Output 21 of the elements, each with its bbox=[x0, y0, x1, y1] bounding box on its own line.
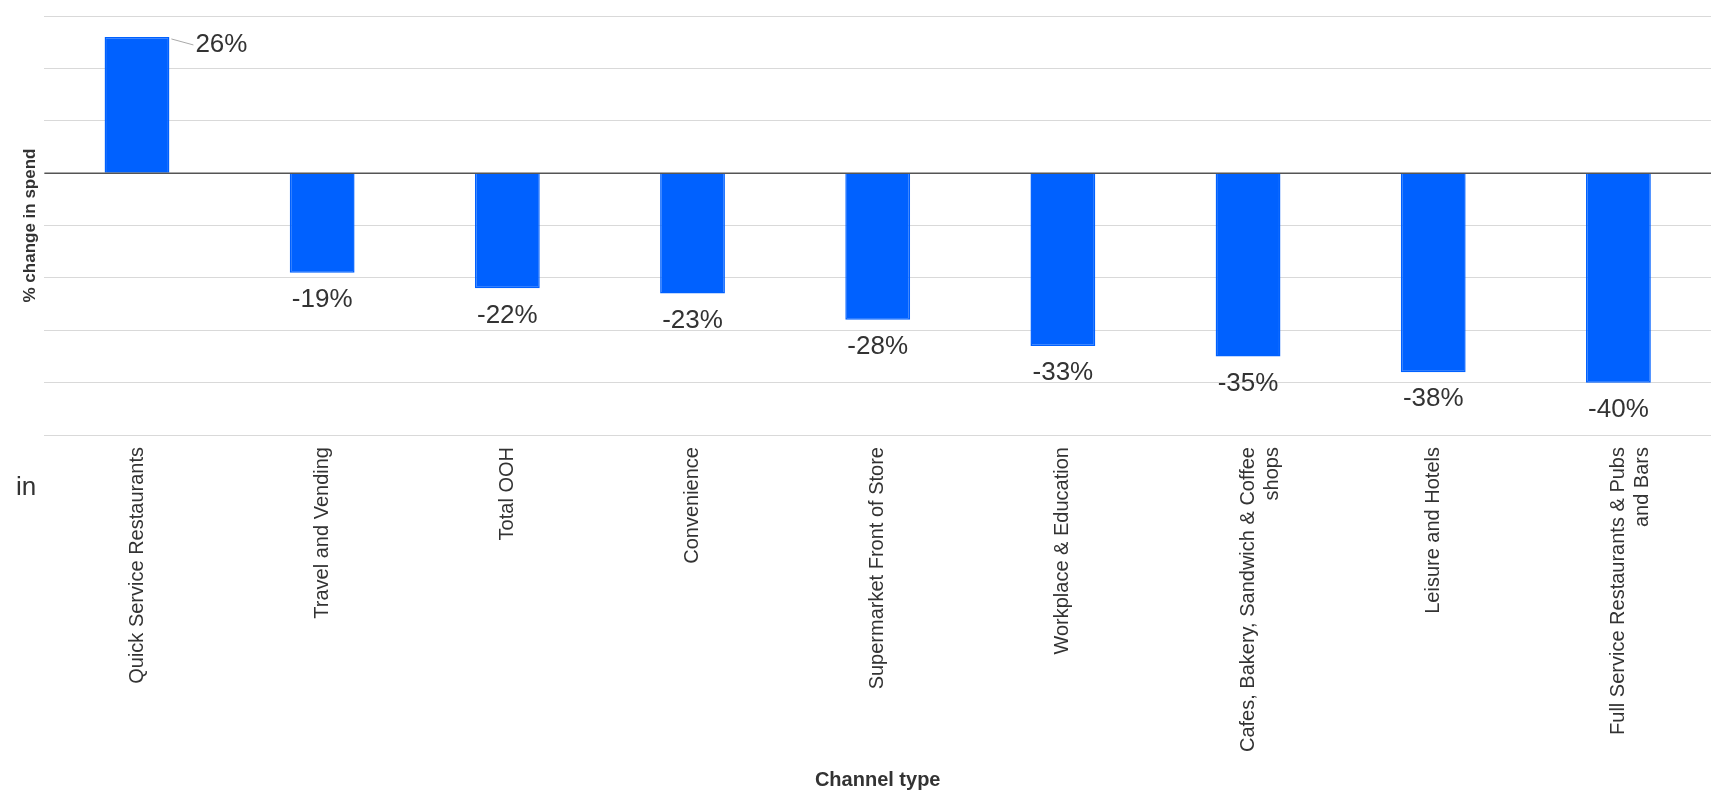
data-label: -38% bbox=[1402, 382, 1464, 413]
x-tick-label: Quick Service Restaurants bbox=[124, 447, 147, 684]
x-tick-label: Supermarket Front of Store bbox=[865, 447, 888, 690]
data-label: -22% bbox=[476, 298, 538, 329]
data-label: -23% bbox=[662, 303, 723, 334]
x-tick-label: Travel and Vending bbox=[309, 447, 332, 619]
data-label: -28% bbox=[847, 329, 909, 360]
data-label: -19% bbox=[291, 282, 353, 313]
data-label: -33% bbox=[1032, 356, 1094, 387]
x-tick-label: Full Service Restaurants & Pubs and Bars bbox=[1605, 447, 1652, 735]
x-tick-label: Total OOH bbox=[494, 447, 517, 541]
x-tick-label: Cafes, Bakery, Sandwich & Coffee shops bbox=[1235, 447, 1282, 753]
y-axis-title: % change in spend bbox=[19, 148, 39, 303]
data-label: 26% bbox=[195, 28, 248, 59]
x-axis-title: Channel type bbox=[814, 767, 941, 790]
x-tick-label: Convenience bbox=[680, 447, 703, 564]
text: in bbox=[16, 471, 37, 502]
data-label: -40% bbox=[1588, 392, 1649, 423]
x-tick-label: Workplace & Education bbox=[1050, 447, 1073, 655]
data-label: -35% bbox=[1217, 366, 1279, 397]
x-tick-label: Leisure and Hotels bbox=[1420, 447, 1443, 614]
